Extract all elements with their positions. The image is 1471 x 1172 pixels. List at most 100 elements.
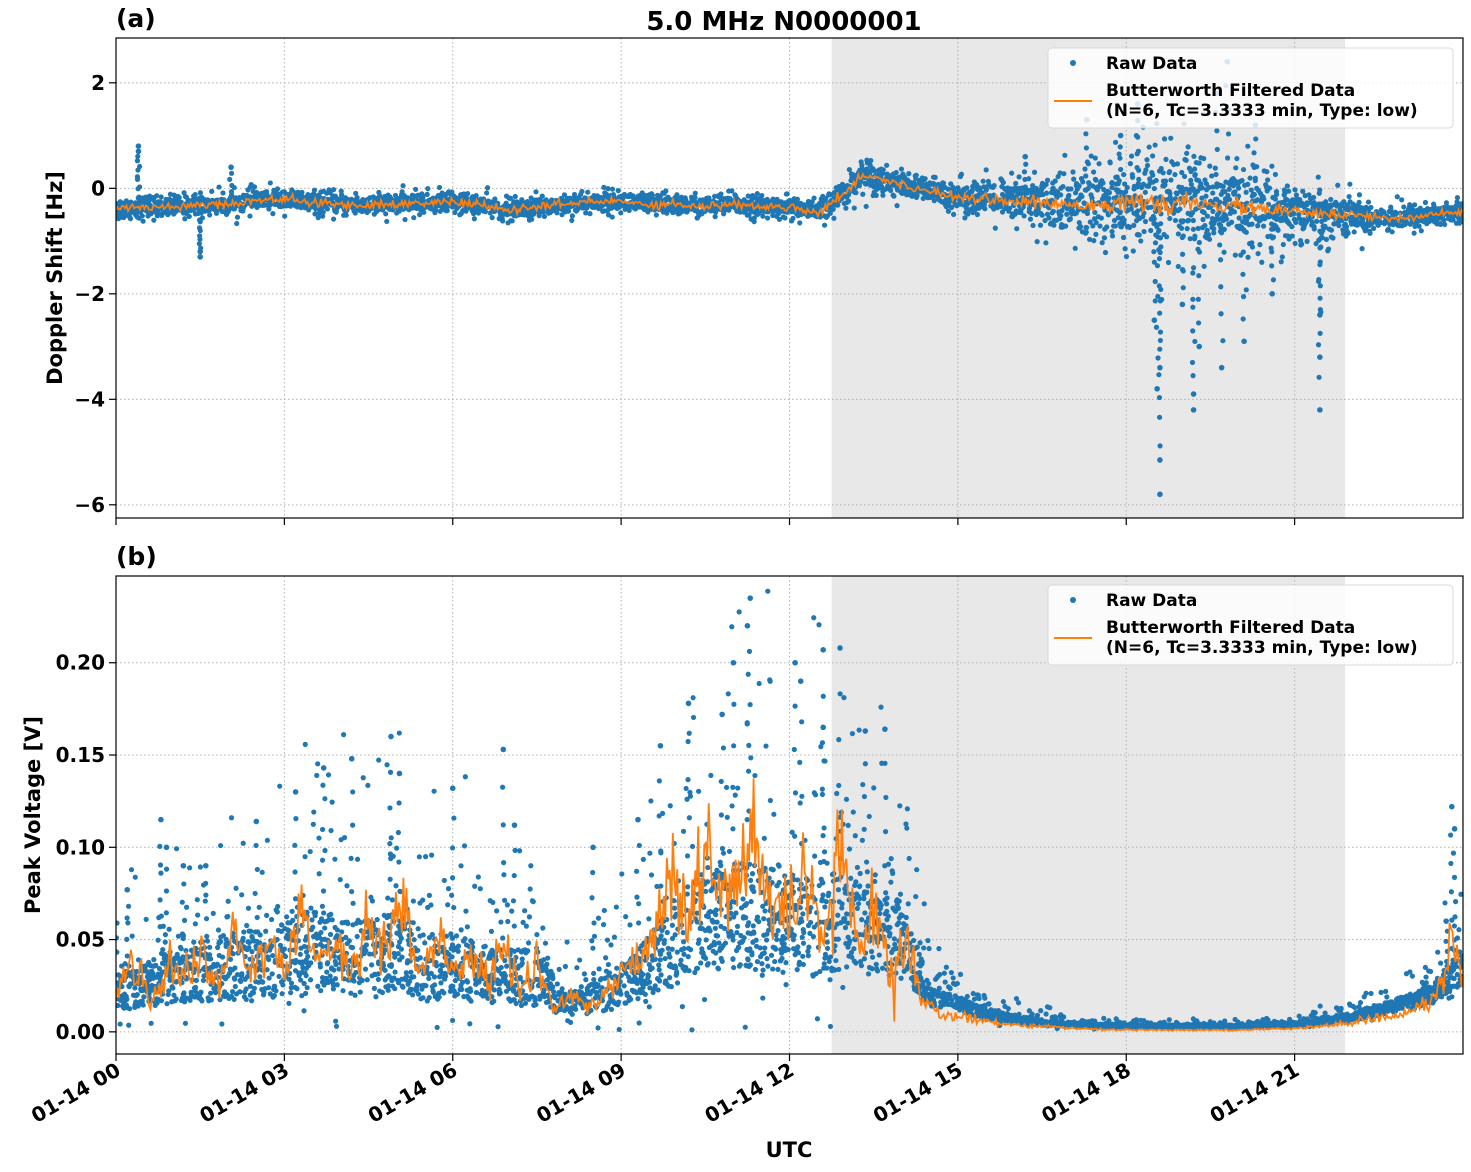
y-tick-label: 0 [91, 176, 105, 200]
raw-point [605, 194, 611, 200]
raw-point [246, 939, 253, 946]
raw-point [1097, 223, 1103, 229]
raw-point [1324, 202, 1330, 208]
raw-point [311, 809, 317, 815]
raw-point [914, 193, 920, 199]
raw-point [1083, 224, 1089, 231]
raw-point [449, 1017, 456, 1024]
raw-point [1269, 249, 1275, 255]
raw-point [898, 166, 905, 172]
raw-point [653, 212, 659, 218]
raw-point [1227, 210, 1233, 216]
raw-point [312, 211, 318, 217]
raw-point [1356, 192, 1363, 198]
raw-point [538, 209, 544, 215]
raw-point [692, 190, 698, 196]
raw-point [618, 210, 624, 216]
raw-point [379, 989, 386, 996]
raw-point [465, 191, 471, 197]
raw-point [215, 927, 222, 933]
raw-point [322, 847, 328, 854]
raw-point [1214, 146, 1220, 153]
raw-point [1079, 193, 1085, 200]
raw-point [1071, 176, 1077, 182]
panel-label: (a) [116, 4, 156, 33]
raw-point [1206, 236, 1213, 242]
raw-point [1130, 248, 1136, 254]
raw-point [139, 213, 145, 219]
raw-point [1157, 310, 1163, 316]
raw-point [475, 210, 482, 216]
raw-point [1043, 240, 1049, 246]
raw-point [155, 937, 161, 943]
raw-point [1195, 296, 1201, 302]
raw-point [490, 899, 496, 906]
raw-point [357, 919, 364, 926]
raw-point [778, 208, 784, 214]
raw-point [1102, 249, 1109, 256]
raw-point [1101, 186, 1107, 193]
raw-point [1264, 186, 1270, 192]
raw-point [1044, 211, 1051, 217]
raw-point [276, 973, 282, 980]
raw-point [913, 172, 919, 178]
raw-point [495, 1024, 501, 1030]
raw-point [471, 216, 477, 222]
raw-point [1199, 225, 1206, 231]
raw-point [1233, 165, 1239, 171]
raw-point [1151, 249, 1157, 255]
raw-point [1155, 355, 1161, 361]
raw-point [1164, 234, 1170, 240]
raw-point [1070, 169, 1076, 175]
raw-point [288, 985, 294, 991]
legend-filtered-params: (N=6, Tc=3.3333 min, Type: low) [1106, 101, 1418, 121]
raw-point [1123, 253, 1130, 260]
raw-point [452, 209, 458, 216]
raw-point [1228, 181, 1234, 187]
raw-point [186, 198, 192, 204]
raw-point [637, 196, 643, 202]
raw-point [480, 208, 486, 214]
raw-point [1188, 168, 1194, 175]
raw-point [1191, 166, 1198, 172]
raw-point [1180, 218, 1186, 224]
raw-point [170, 985, 176, 991]
raw-point [278, 928, 285, 934]
raw-point [1232, 189, 1238, 195]
raw-point [371, 985, 377, 991]
raw-point [482, 943, 488, 949]
raw-outlier-point [1157, 364, 1163, 371]
raw-point [239, 892, 245, 898]
raw-point [232, 983, 238, 990]
raw-point [364, 197, 370, 203]
raw-point [143, 916, 149, 923]
raw-point [962, 215, 968, 221]
raw-point [1109, 233, 1116, 239]
raw-point [268, 916, 275, 923]
raw-point [1156, 414, 1163, 420]
raw-point [1322, 223, 1328, 229]
raw-point [978, 190, 984, 196]
raw-point [911, 180, 917, 186]
raw-point [1166, 169, 1173, 175]
raw-point [273, 988, 279, 994]
raw-point [151, 217, 157, 223]
raw-point [116, 212, 121, 218]
raw-point [1116, 178, 1122, 184]
raw-point [1275, 226, 1281, 232]
raw-point [1318, 235, 1324, 241]
raw-point [310, 821, 316, 827]
raw-point [605, 186, 611, 192]
raw-point [420, 897, 426, 903]
raw-point [1157, 329, 1164, 335]
raw-point [880, 170, 886, 177]
raw-point [1285, 219, 1291, 225]
raw-point [320, 213, 326, 219]
raw-point [1088, 153, 1094, 159]
raw-point [1089, 195, 1095, 201]
raw-point [1323, 236, 1330, 243]
raw-point [1310, 205, 1316, 211]
raw-point [403, 970, 409, 976]
raw-point [1367, 230, 1373, 236]
raw-point [1144, 162, 1151, 169]
